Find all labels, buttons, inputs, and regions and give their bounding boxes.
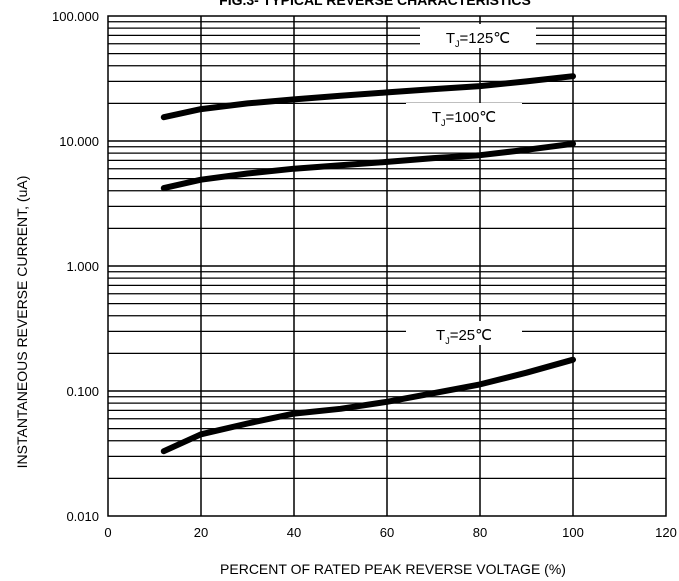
y-tick-label: 0.100 <box>66 384 99 399</box>
x-tick-label: 80 <box>473 525 487 540</box>
chart-title: FIG.3- TYPICAL REVERSE CHARACTERISTICS <box>219 0 531 8</box>
y-tick-label: 100.000 <box>52 9 99 24</box>
y-tick-labels: 0.010 0.100 1.000 10.000 100.000 <box>52 9 99 524</box>
series-label: TJ=125℃ <box>446 30 510 49</box>
x-tick-label: 40 <box>287 525 301 540</box>
x-tick-label: 100 <box>562 525 584 540</box>
x-tick-label: 0 <box>104 525 111 540</box>
series-line <box>160 73 576 121</box>
series-label: TJ=100℃ <box>432 109 496 128</box>
grid <box>108 16 666 516</box>
x-tick-label: 120 <box>655 525 677 540</box>
series-line <box>160 140 576 192</box>
series-label-background <box>406 103 522 127</box>
x-tick-label: 20 <box>194 525 208 540</box>
y-tick-label: 10.000 <box>59 134 99 149</box>
series-labels: TJ=125℃ TJ=100℃ TJ=25℃ <box>406 24 536 346</box>
series-label: TJ=25℃ <box>436 327 492 346</box>
series-line <box>160 356 576 455</box>
x-tick-label: 60 <box>380 525 394 540</box>
y-axis-title: INSTANTANEOUS REVERSE CURRENT, (uA) <box>14 176 30 469</box>
plot-frame <box>107 15 667 517</box>
y-tick-label: 0.010 <box>66 509 99 524</box>
series-label-background <box>406 321 522 345</box>
y-tick-label: 1.000 <box>66 259 99 274</box>
series-label-background <box>420 24 536 48</box>
x-axis-title: PERCENT OF RATED PEAK REVERSE VOLTAGE (%… <box>220 561 566 577</box>
x-tick-labels: 0 20 40 60 80 100 120 <box>104 525 676 540</box>
series-lines <box>160 73 576 455</box>
